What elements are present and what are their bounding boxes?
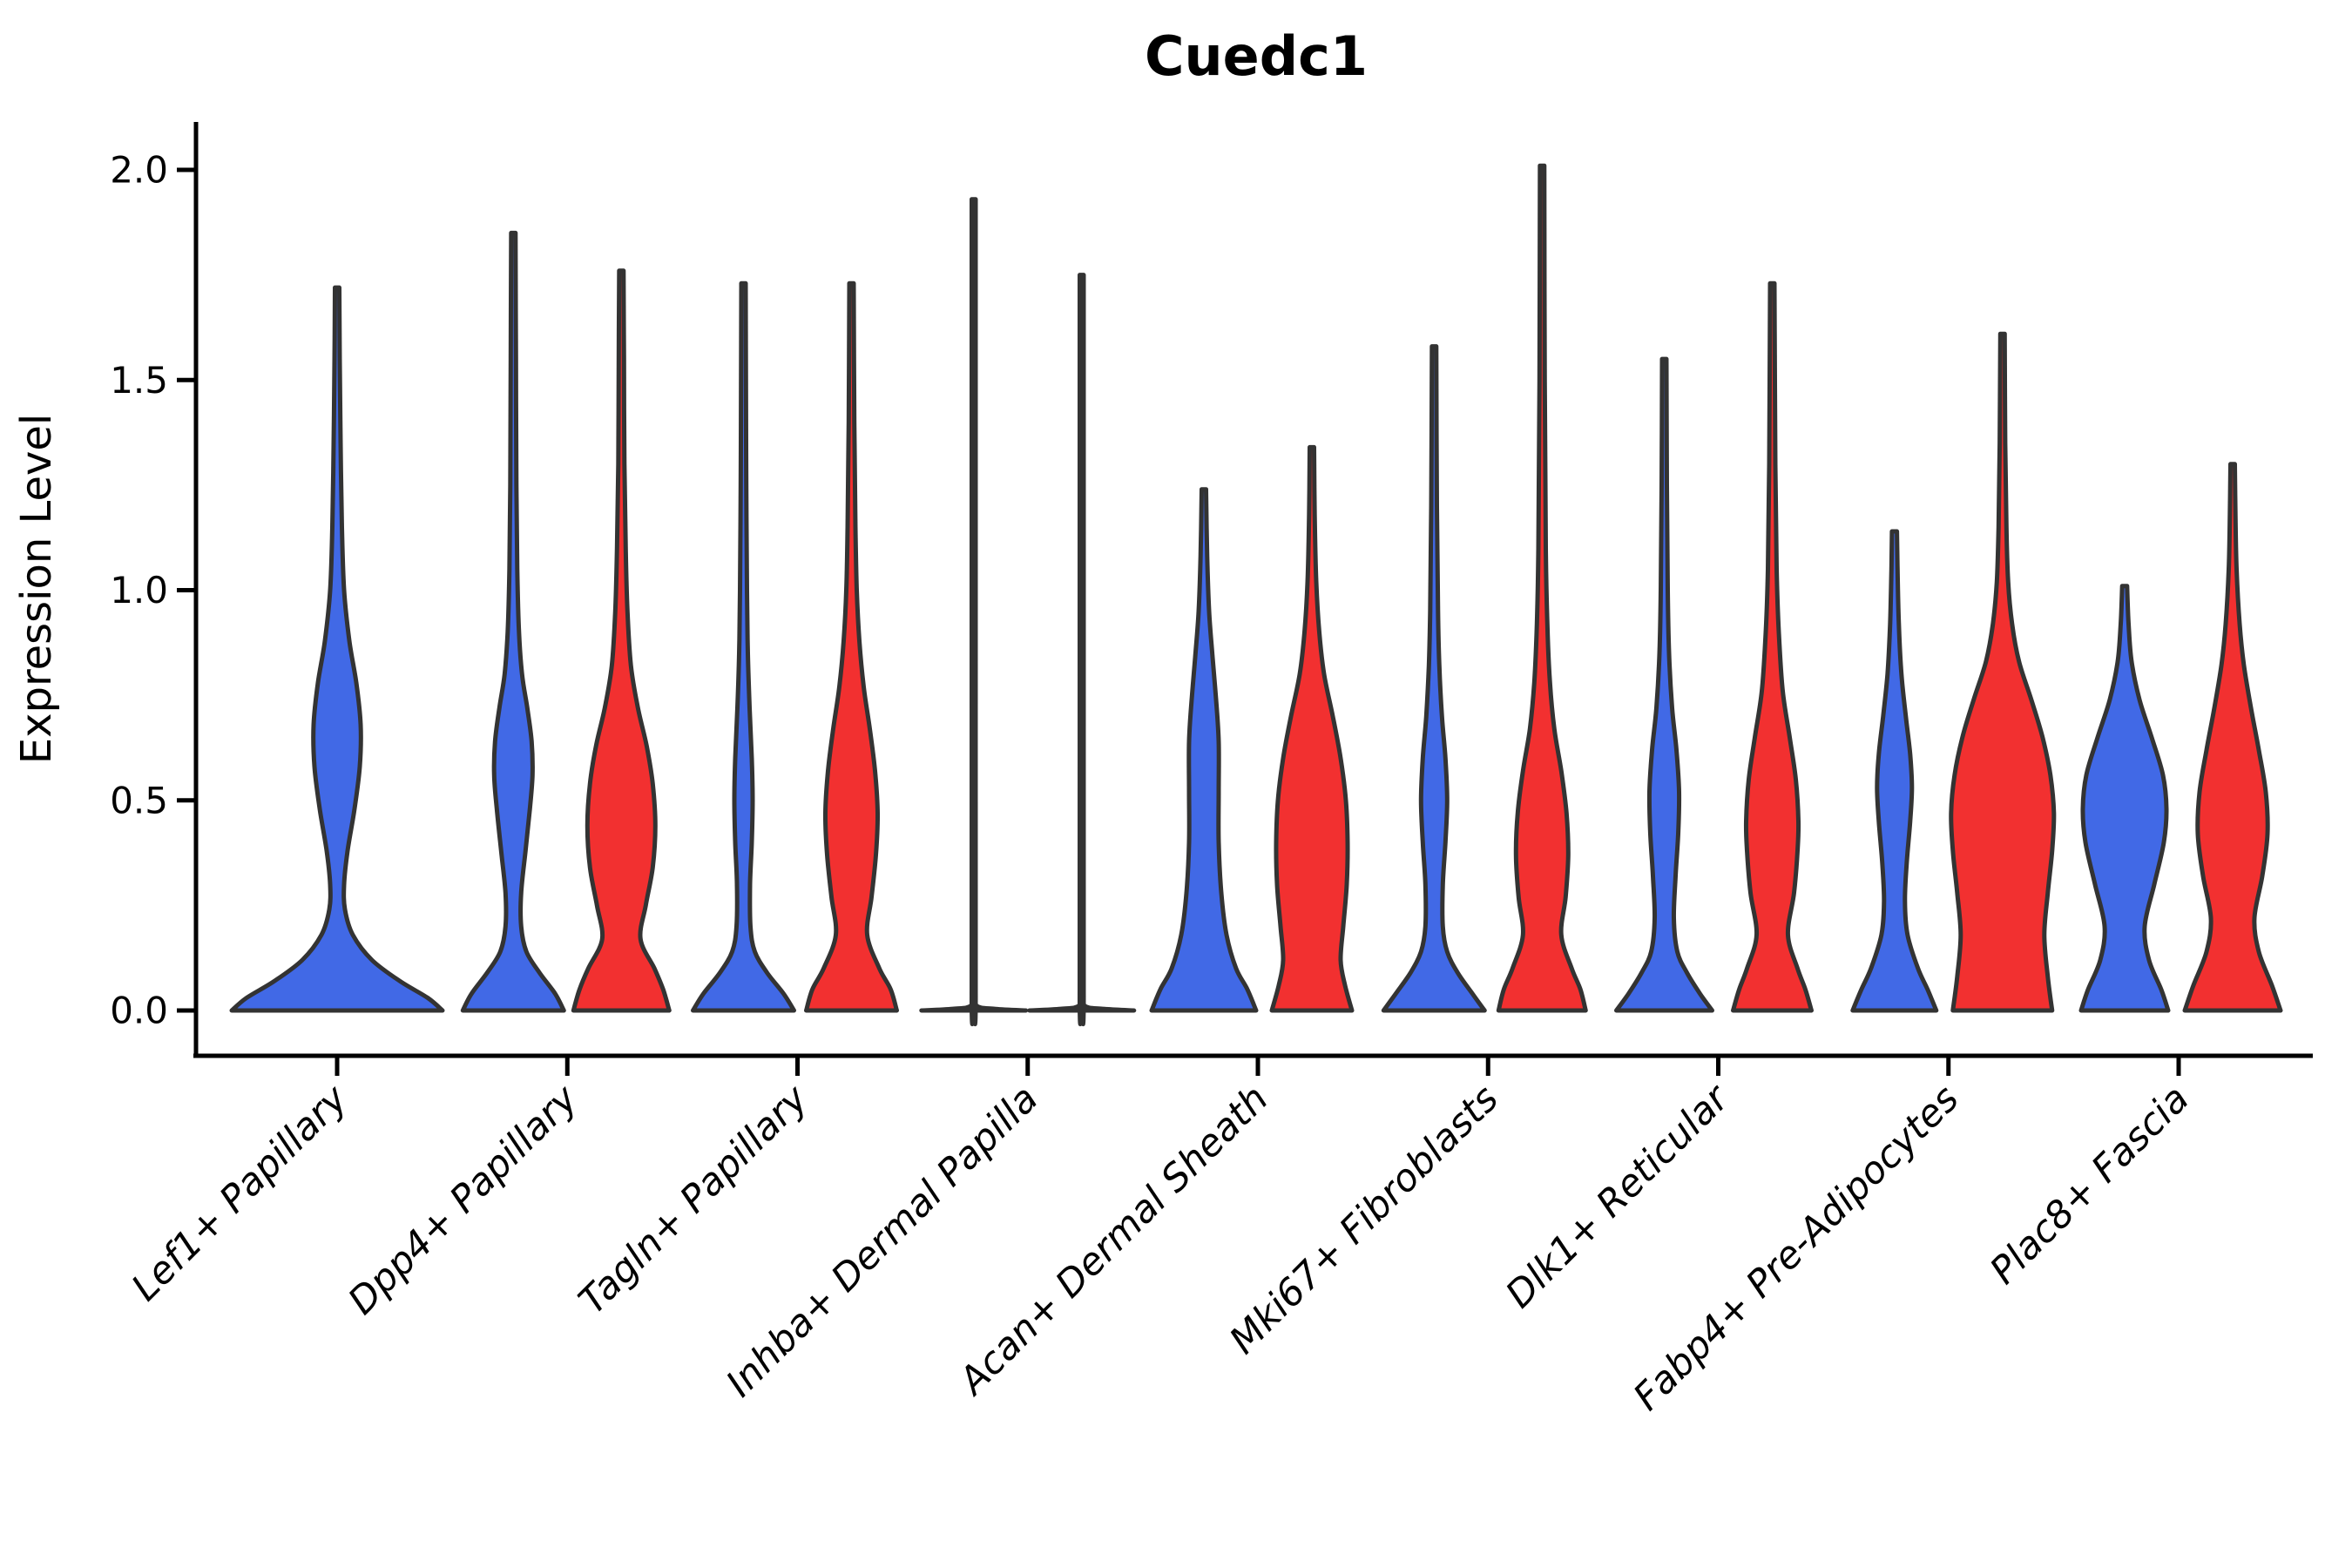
violin-fabp4-pre-adipocytes-blue xyxy=(1850,529,1939,1013)
violins-layer xyxy=(229,163,2283,1027)
violin-lef1-papillary-blue xyxy=(229,285,445,1013)
x-tick-label: Dpp4+ Papillary xyxy=(340,1077,586,1323)
chart-title: Cuedc1 xyxy=(1145,24,1368,88)
y-ticks: 0.0 0.5 1.0 1.5 2.0 xyxy=(110,149,196,1032)
violin-inhba-dermal-papilla-red xyxy=(1027,273,1137,1027)
violin-mki67-fibroblasts-red xyxy=(1496,163,1588,1013)
violin-dpp4-papillary-red xyxy=(571,268,672,1013)
violin-fabp4-pre-adipocytes-red xyxy=(1949,331,2057,1013)
x-tick-label: Tagln+ Papillary xyxy=(571,1077,817,1323)
violin-mki67-fibroblasts-blue xyxy=(1381,344,1487,1013)
violin-tagln-papillary-blue xyxy=(691,280,796,1013)
violin-dpp4-papillary-blue xyxy=(460,230,566,1013)
y-tick-label: 0.0 xyxy=(110,990,168,1032)
y-tick-label: 0.5 xyxy=(110,779,168,821)
violin-acan-dermal-sheath-red xyxy=(1269,444,1355,1013)
x-tick-label: Lef1+ Papillary xyxy=(124,1077,356,1309)
violin-plac8-fascia-blue xyxy=(2078,584,2171,1013)
y-tick-label: 2.0 xyxy=(110,149,168,192)
violin-tagln-papillary-red xyxy=(804,280,899,1013)
violin-plac8-fascia-red xyxy=(2182,462,2283,1013)
x-tick-label: Dlk1+ Reticular xyxy=(1497,1076,1739,1317)
x-tick-label: Plac8+ Fascia xyxy=(1982,1077,2198,1293)
y-tick-label: 1.0 xyxy=(110,569,168,612)
violin-inhba-dermal-papilla-blue xyxy=(919,197,1029,1027)
y-axis-label: Expression Level xyxy=(12,414,61,765)
violin-dlk1-reticular-blue xyxy=(1614,356,1714,1013)
y-tick-label: 1.5 xyxy=(110,359,168,402)
violin-dlk1-reticular-red xyxy=(1731,280,1814,1013)
violin-acan-dermal-sheath-blue xyxy=(1149,487,1259,1013)
